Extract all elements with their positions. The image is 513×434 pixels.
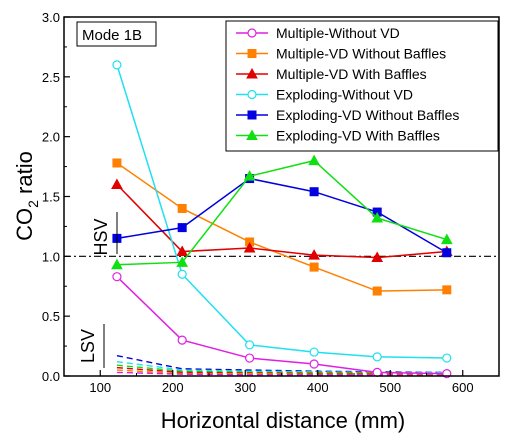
hsv-label: HSV (91, 218, 111, 255)
legend-label-0: Multiple-Without VD (276, 25, 400, 41)
y-tick-label-0: 0.0 (42, 369, 60, 384)
point-5-3 (308, 154, 320, 166)
point-2-0 (111, 178, 123, 190)
x-axis-label: Horizontal distance (mm) (161, 408, 406, 433)
x-tick-label-1: 200 (162, 380, 184, 395)
point-2-1 (176, 245, 189, 257)
lsv-label: LSV (78, 329, 98, 363)
legend-marker-0 (247, 28, 257, 38)
legend-box (225, 20, 499, 152)
series-line-5 (116, 159, 448, 266)
point-3-3 (309, 347, 319, 357)
legend-marker-4 (247, 110, 257, 120)
x-tick-label-3: 400 (307, 380, 329, 395)
x-tick-label-5: 600 (452, 380, 474, 395)
point-5-0 (111, 258, 123, 270)
point-1-5 (442, 285, 452, 295)
point-0-1 (177, 335, 187, 345)
point-2-2 (243, 241, 256, 253)
point-0-3 (309, 359, 319, 369)
point-5-4 (371, 212, 384, 223)
point-1-0 (112, 158, 122, 168)
x-tick-label-2: 300 (234, 380, 256, 395)
legend-marker-5 (246, 129, 258, 140)
legend: Multiple-Without VD Multiple-VD Without B… (225, 20, 499, 152)
legend-marker-3 (247, 89, 257, 100)
series-layer (111, 60, 453, 379)
y-axis-label-subscript: 2 (25, 200, 41, 208)
point-4-5 (442, 248, 452, 258)
y-tick-label-6: 3.0 (42, 10, 60, 25)
series-2 (111, 178, 453, 263)
point-0-0 (112, 272, 122, 282)
point-3-5 (442, 353, 452, 363)
series-line-1 (116, 162, 447, 292)
x-tick-label-0: 100 (89, 380, 111, 395)
point-3-2 (245, 340, 255, 350)
axis-layer: 100 200 300 400 500 600 0.0 0.5 1.0 1.5 2.0 2.5 3.0 (42, 10, 474, 395)
series-3 (112, 60, 452, 363)
legend-label-3: Exploding-Without VD (276, 87, 413, 103)
mode-label: Mode 1B (82, 27, 142, 44)
series-line-2 (116, 184, 447, 259)
series-line-0 (116, 276, 447, 375)
y-tick-label-2: 1.0 (42, 249, 60, 264)
point-4-3 (309, 187, 319, 197)
point-5-5 (440, 233, 453, 245)
y-tick-label-5: 2.5 (42, 70, 60, 85)
dashed-series-1 (116, 360, 447, 374)
point-3-1 (177, 269, 187, 279)
point-1-4 (372, 286, 382, 296)
dashed-series-0 (116, 354, 447, 374)
point-3-0 (112, 60, 122, 70)
legend-marker-2 (246, 67, 258, 79)
legend-label-5: Exploding-VD With Baffles (276, 128, 440, 144)
point-4-1 (177, 223, 187, 233)
point-1-1 (177, 203, 187, 213)
point-0-2 (245, 353, 255, 363)
y-axis-label: CO2 ratio (12, 151, 41, 241)
mode-label-box: Mode 1B (76, 21, 157, 47)
y-tick-label-1: 0.5 (42, 309, 60, 324)
series-1 (112, 158, 452, 296)
series-0 (112, 272, 452, 379)
x-tick-label-4: 500 (379, 380, 401, 395)
legend-label-2: Multiple-VD With Baffles (276, 66, 427, 82)
point-1-3 (309, 262, 319, 272)
legend-label-4: Exploding-VD Without Baffles (276, 107, 459, 123)
y-tick-label-4: 2.0 (42, 130, 60, 145)
point-5-1 (176, 256, 189, 267)
series-line-3 (116, 64, 447, 359)
legend-label-1: Multiple-VD Without Baffles (276, 46, 446, 62)
series-5 (111, 154, 453, 270)
point-2-3 (308, 249, 320, 260)
y-tick-label-3: 1.5 (42, 190, 60, 205)
point-5-2 (243, 170, 256, 181)
legend-marker-1 (247, 49, 257, 58)
point-0-4 (372, 367, 382, 378)
point-2-4 (371, 251, 384, 263)
point-3-4 (372, 352, 382, 362)
series-line-4 (116, 177, 448, 254)
